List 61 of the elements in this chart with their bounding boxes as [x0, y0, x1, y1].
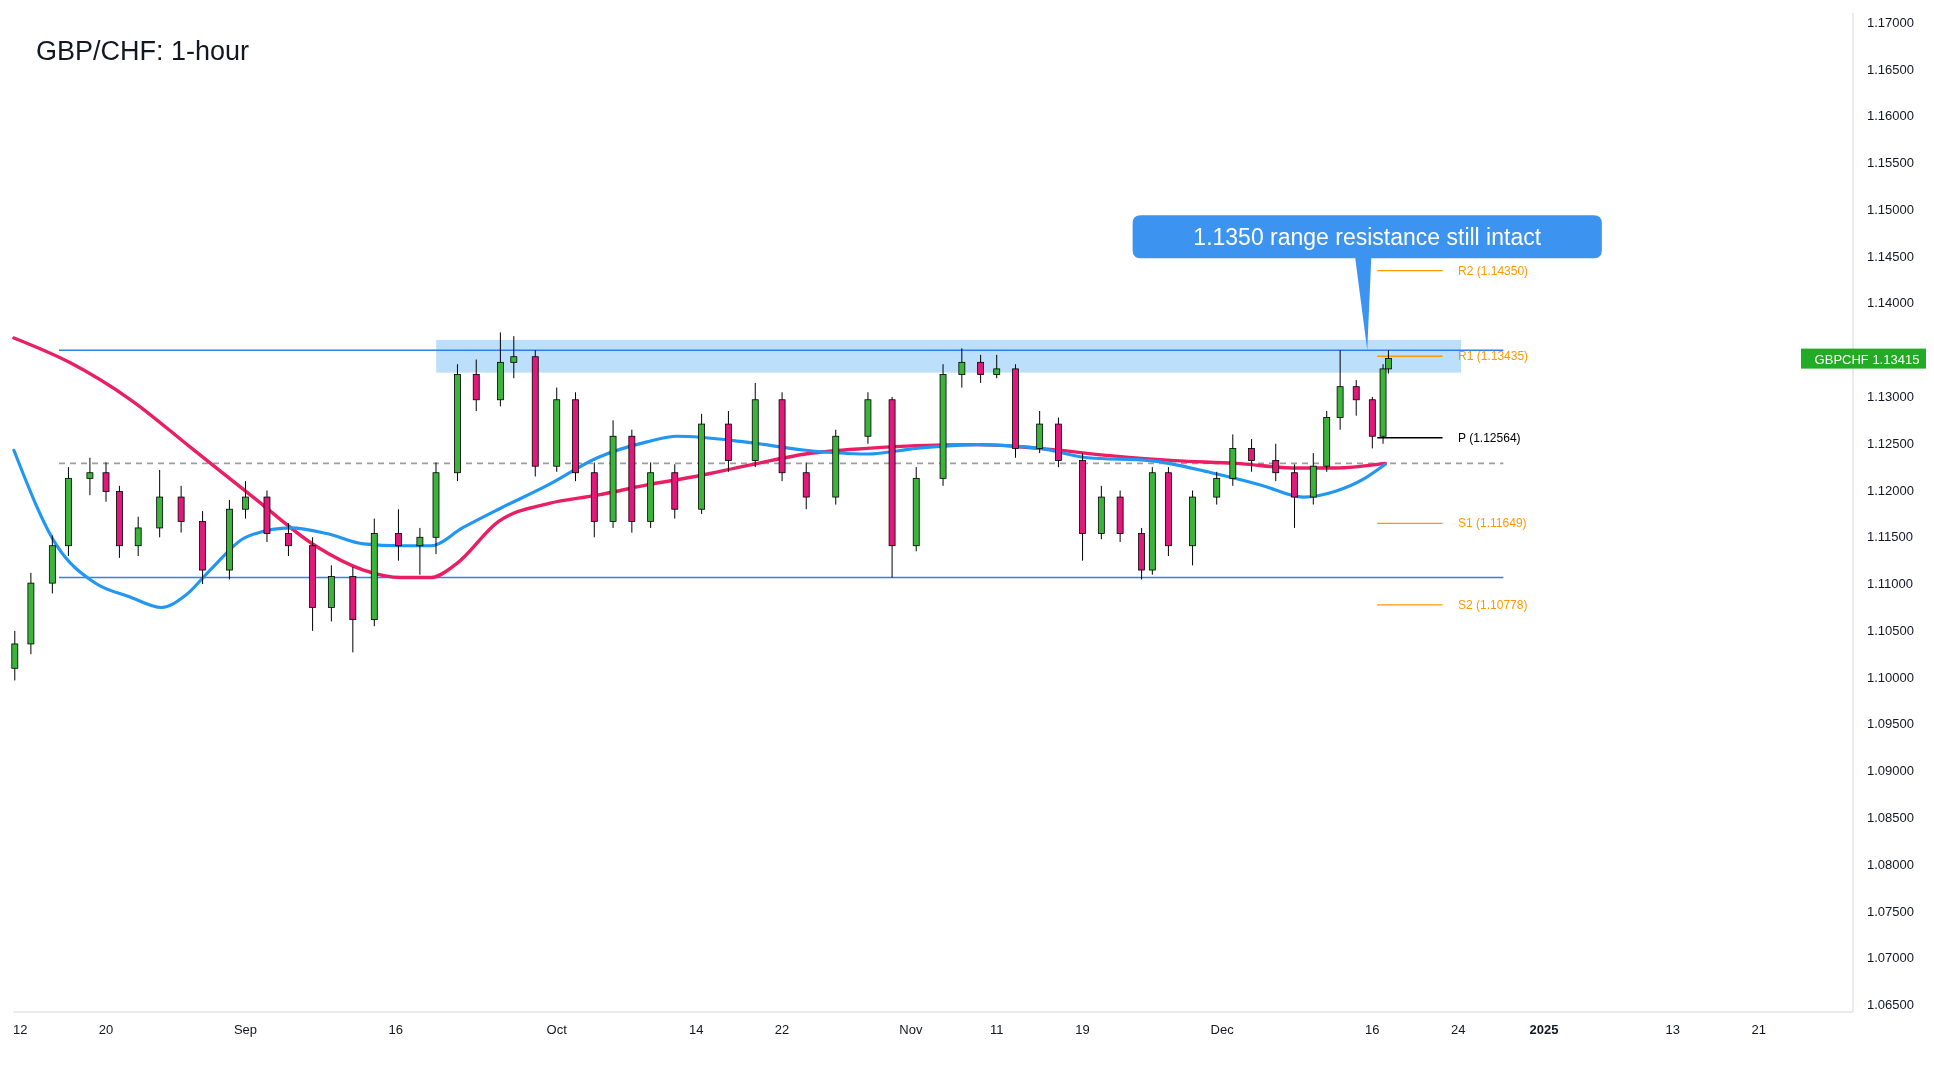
- x-tick-label: 21: [1751, 1022, 1766, 1037]
- y-tick-label: 1.12500: [1867, 435, 1914, 451]
- line-series: [12, 434, 1387, 610]
- y-tick-label: 1.09000: [1867, 763, 1914, 779]
- x-tick-label: 19: [1075, 1022, 1090, 1037]
- y-tick-label: 1.17000: [1867, 14, 1914, 30]
- y-tick-label: 1.10500: [1867, 622, 1914, 638]
- x-tick-label: Dec: [1210, 1022, 1235, 1037]
- y-tick-label: 1.12000: [1867, 482, 1914, 498]
- series-label: S2 (1.10778): [1458, 597, 1528, 612]
- candlestick: [510, 335, 518, 379]
- y-tick-label: 1.08000: [1867, 856, 1914, 872]
- x-tick-label: 14: [689, 1022, 704, 1037]
- candlestick: [993, 354, 1001, 379]
- y-tick-label: 1.16500: [1867, 61, 1914, 77]
- series-label: S1 (1.11649): [1458, 516, 1527, 531]
- candlestick: [285, 522, 292, 557]
- annotation: 1.1350 range resistance still intact: [1193, 223, 1542, 250]
- candlestick: [958, 347, 966, 389]
- candlestick: [1352, 379, 1360, 417]
- x-tick-label: 22: [774, 1022, 790, 1037]
- y-tick-label: 1.07000: [1867, 950, 1914, 966]
- y-tick-label: 1.14500: [1867, 248, 1914, 264]
- y-tick-label: 1.16000: [1867, 108, 1914, 124]
- y-tick-label: 1.09500: [1867, 716, 1914, 732]
- text: GBP/CHF: 1-hour: [36, 36, 250, 66]
- x-tick-label: 11: [989, 1022, 1004, 1037]
- candlestick: [242, 480, 249, 520]
- candlestick: [1272, 443, 1280, 482]
- y-tick-label: 1.14000: [1867, 295, 1914, 311]
- series-label: P (1.12564): [1458, 430, 1521, 445]
- x-tick-label: 20: [98, 1022, 114, 1037]
- y-tick-label: 1.11500: [1867, 529, 1914, 545]
- x-tick-label: Oct: [546, 1022, 568, 1037]
- y-tick-label: 1.06500: [1867, 997, 1914, 1013]
- y-tick-label: 1.15000: [1867, 201, 1914, 217]
- y-tick-label: 1.15500: [1867, 155, 1914, 171]
- y-tick-label: 1.07500: [1867, 903, 1914, 919]
- series-label: R1 (1.13435): [1458, 349, 1529, 364]
- x-tick-label: 16: [1365, 1022, 1380, 1037]
- y-tick-label: 1.11000: [1867, 576, 1914, 592]
- candlestick: [102, 461, 110, 503]
- y-tick-label: 1.13000: [1867, 388, 1914, 404]
- x-tick-label: 16: [388, 1022, 403, 1037]
- y-tick-label: 1.10000: [1867, 669, 1914, 685]
- candlestick: [1248, 438, 1255, 473]
- candlestick: [1213, 471, 1221, 506]
- x-tick-label: 12: [12, 1022, 28, 1037]
- annotation: GBPCHF 1.13415: [1814, 351, 1920, 367]
- x-tick-label: Nov: [899, 1022, 923, 1037]
- x-tick-label: Sep: [233, 1022, 258, 1037]
- candlestick: [416, 527, 424, 576]
- candlestick: [134, 516, 142, 557]
- candlestick: [86, 457, 94, 496]
- x-tick-label: 13: [1665, 1022, 1681, 1037]
- y-tick-label: 1.08500: [1867, 809, 1914, 825]
- candlestick: [395, 508, 402, 562]
- x-tick-label: 24: [1450, 1022, 1466, 1037]
- x-tick-label: 2025: [1529, 1022, 1559, 1037]
- candlestick: [977, 354, 985, 384]
- series-label: R2 (1.14350): [1458, 263, 1529, 278]
